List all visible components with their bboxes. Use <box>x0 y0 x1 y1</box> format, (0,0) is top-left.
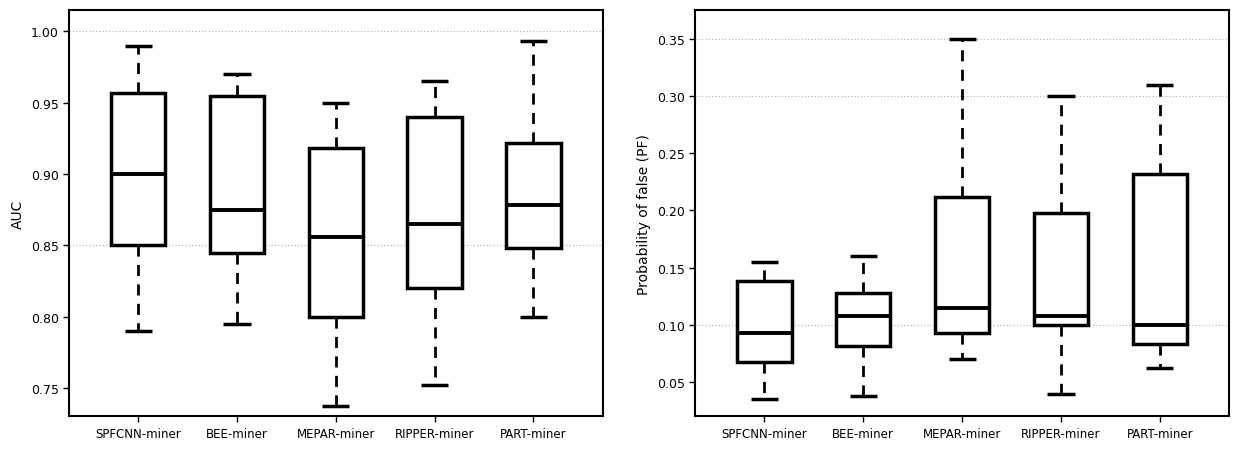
PathPatch shape <box>738 282 791 362</box>
PathPatch shape <box>506 143 560 249</box>
PathPatch shape <box>836 293 890 346</box>
Y-axis label: AUC: AUC <box>11 199 25 229</box>
PathPatch shape <box>210 97 264 253</box>
PathPatch shape <box>408 118 461 289</box>
PathPatch shape <box>1132 175 1187 345</box>
PathPatch shape <box>309 149 363 317</box>
PathPatch shape <box>935 197 990 333</box>
Y-axis label: Probability of false (PF): Probability of false (PF) <box>637 133 651 294</box>
PathPatch shape <box>1034 213 1087 325</box>
PathPatch shape <box>112 94 165 246</box>
